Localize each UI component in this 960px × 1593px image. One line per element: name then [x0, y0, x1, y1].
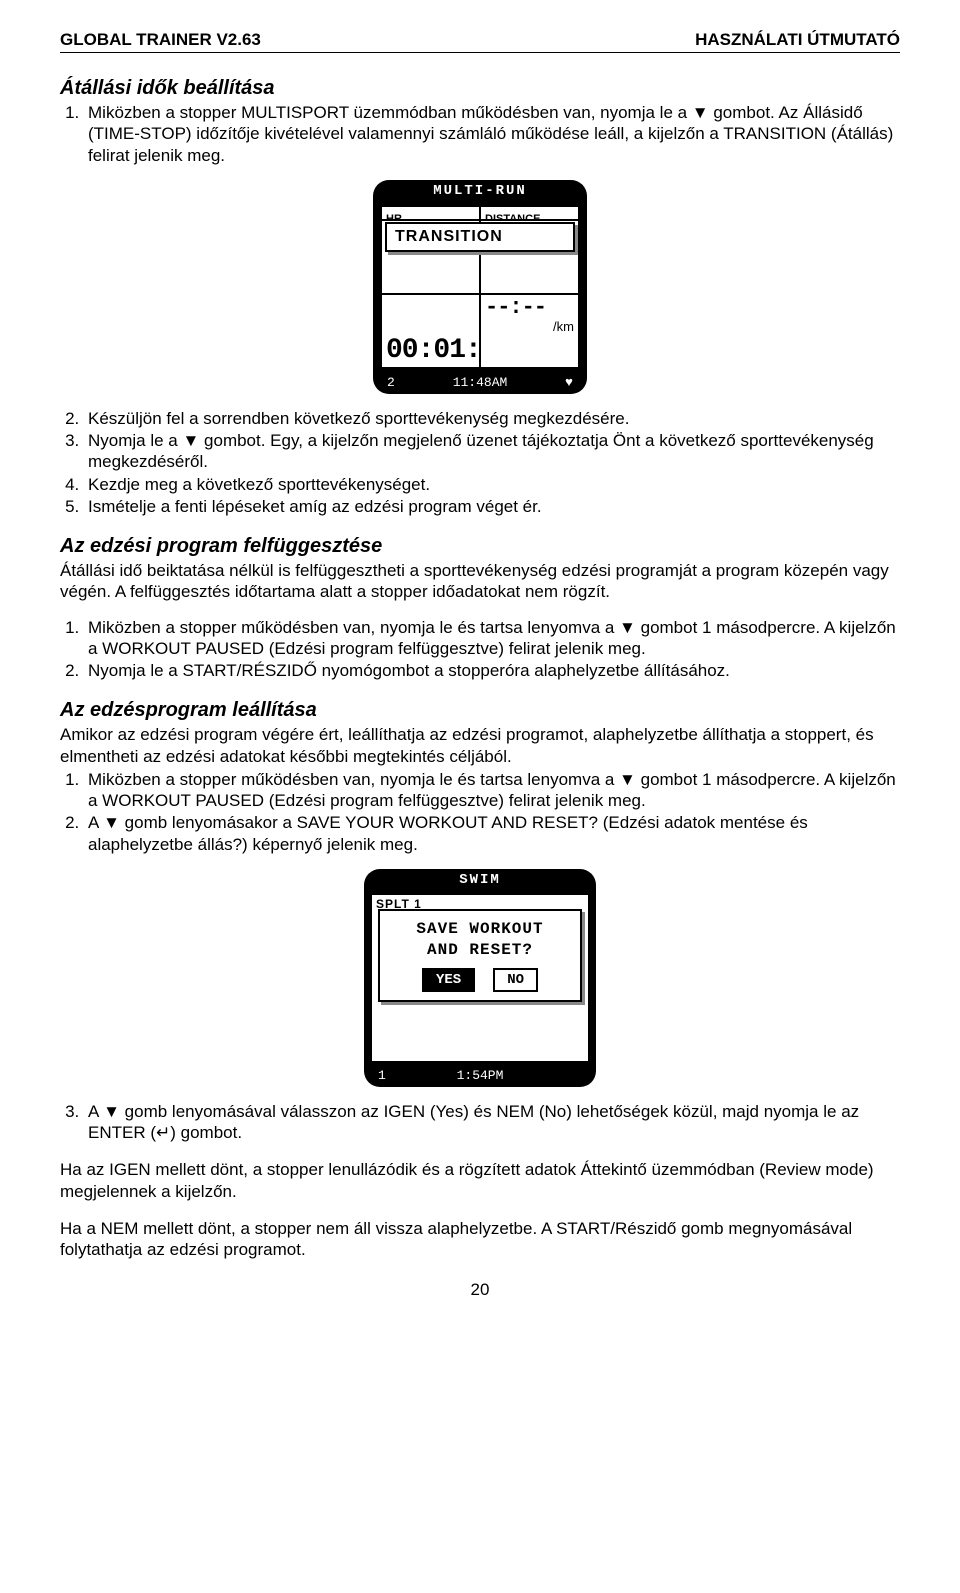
tail-p2: Ha a NEM mellett dönt, a stopper nem áll…: [60, 1218, 900, 1261]
lcd2-footer-left: 1: [378, 1068, 386, 1083]
dialog-line2: AND RESET?: [427, 941, 533, 959]
list-item: Kezdje meg a következő sporttevékenysége…: [84, 474, 900, 495]
dialog-line1: SAVE WORKOUT: [416, 920, 543, 938]
device-screenshot-1: MULTI-RUN HR DISTANCE TI 00:01:45 --:-- …: [373, 180, 587, 394]
lcd2-title: SWIM: [364, 869, 596, 892]
lcd1-title: MULTI-RUN: [373, 180, 587, 203]
list-item: Miközben a stopper működésben van, nyomj…: [84, 617, 900, 660]
lcd1-hr-label: HR: [386, 213, 402, 220]
list-item: A ▼ gomb lenyomásakor a SAVE YOUR WORKOU…: [84, 812, 900, 855]
page-header: GLOBAL TRAINER V2.63 HASZNÁLATI ÚTMUTATÓ: [60, 30, 900, 53]
header-right: HASZNÁLATI ÚTMUTATÓ: [695, 30, 900, 50]
list-item: Nyomja le a START/RÉSZIDŐ nyomógombot a …: [84, 660, 900, 681]
list-item: A ▼ gomb lenyomásával válasszon az IGEN …: [84, 1101, 900, 1144]
page: GLOBAL TRAINER V2.63 HASZNÁLATI ÚTMUTATÓ…: [0, 0, 960, 1340]
list-item: Miközben a stopper MULTISPORT üzemmódban…: [84, 102, 900, 166]
lcd1-dist-label: DISTANCE: [485, 213, 540, 220]
list-item: Készüljön fel a sorrendben következő spo…: [84, 408, 900, 429]
lcd2-footer: 1 1:54PM: [372, 1068, 588, 1083]
list-item: Miközben a stopper működésben van, nyomj…: [84, 769, 900, 812]
spacer: [574, 1068, 582, 1083]
dialog-yes-button[interactable]: YES: [422, 968, 475, 992]
section2-list: Miközben a stopper működésben van, nyomj…: [60, 617, 900, 682]
section1-list: Miközben a stopper MULTISPORT üzemmódban…: [60, 102, 900, 166]
section2-intro: Átállási idő beiktatása nélkül is felfüg…: [60, 560, 900, 603]
lcd2-dialog-text: SAVE WORKOUT AND RESET?: [388, 919, 572, 961]
list2: Készüljön fel a sorrendben következő spo…: [60, 408, 900, 517]
lcd2-footer-time: 1:54PM: [457, 1068, 504, 1083]
lcd2-dialog: SAVE WORKOUT AND RESET? YES NO: [378, 909, 582, 1003]
lcd1-footer: 2 11:48AM: [381, 375, 579, 390]
section3-list: Miközben a stopper működésben van, nyomj…: [60, 769, 900, 855]
lcd1-pace: --:--: [485, 297, 574, 319]
page-number: 20: [60, 1280, 900, 1300]
header-left: GLOBAL TRAINER V2.63: [60, 30, 261, 50]
tail-p1: Ha az IGEN mellett dönt, a stopper lenul…: [60, 1159, 900, 1202]
dialog-no-button[interactable]: NO: [493, 968, 538, 992]
dialog-buttons: YES NO: [388, 968, 572, 992]
section3-intro: Amikor az edzési program végére ért, leá…: [60, 724, 900, 767]
lcd1-unit: /km: [485, 319, 574, 334]
device-screenshot-2: SWIM SPLT 1 SAVE WORKOUT AND RESET? YES …: [364, 869, 596, 1087]
section1-title: Átállási idők beállítása: [60, 77, 900, 100]
list-item: Ismételje a fenti lépéseket amíg az edzé…: [84, 496, 900, 517]
lcd1-footer-time: 11:48AM: [453, 375, 508, 390]
heart-icon: [565, 375, 573, 390]
lcd1-time: 00:01:45: [386, 337, 480, 365]
section2-title: Az edzési program felfüggesztése: [60, 535, 900, 558]
section3-title: Az edzésprogram leállítása: [60, 699, 900, 722]
list3: A ▼ gomb lenyomásával válasszon az IGEN …: [60, 1101, 900, 1144]
lcd1-footer-left: 2: [387, 375, 395, 390]
lcd1-overlay: TRANSITION: [385, 222, 575, 252]
list-item: Nyomja le a ▼ gombot. Egy, a kijelzőn me…: [84, 430, 900, 473]
